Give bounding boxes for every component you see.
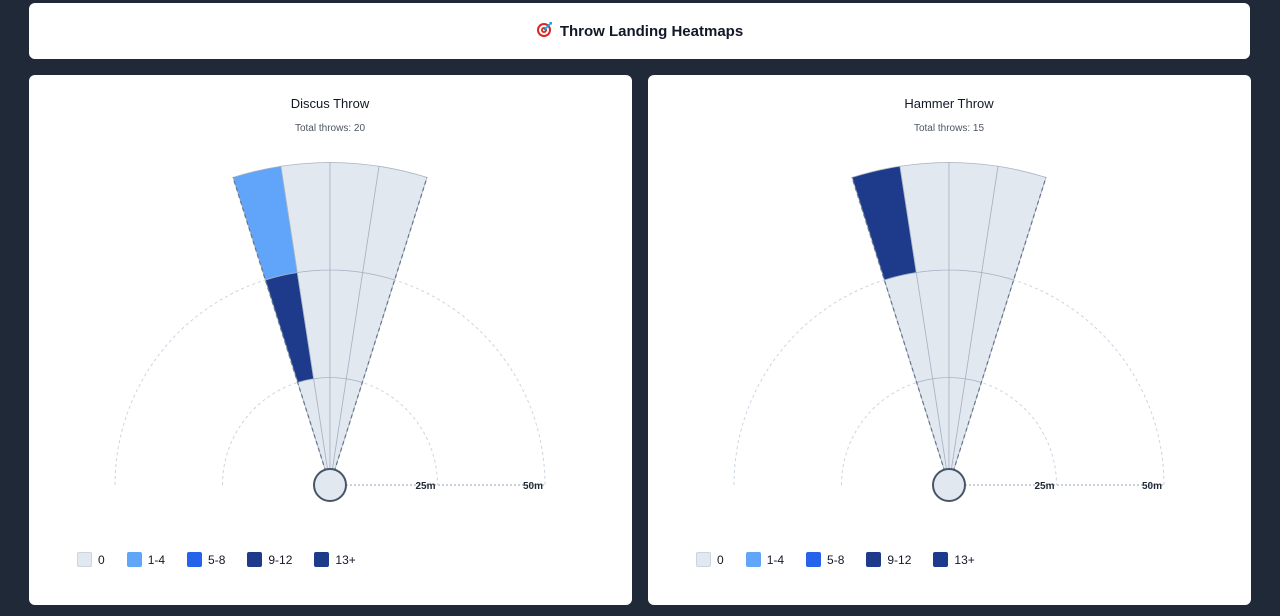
discus-legend-swatch: [187, 552, 203, 567]
hammer-panel: Hammer Throw Total throws: 15 25m 50m 0 1-4 5…: [648, 75, 1251, 605]
discus-legend-swatch: [314, 552, 330, 567]
hammer-legend: 0 1-4 5-8 9-12 13+: [696, 552, 997, 567]
hammer-distance-label: 50m: [1142, 481, 1162, 492]
header-bar: Throw Landing Heatmaps: [29, 3, 1250, 59]
discus-legend: 0 1-4 5-8 9-12 13+: [77, 552, 378, 567]
discus-sector-edge: [232, 177, 331, 486]
discus-legend-item: 1-4: [126, 552, 166, 567]
discus-distance-label: 25m: [415, 481, 435, 492]
discus-chart-title: Discus Throw: [291, 96, 370, 111]
hammer-chart-subtitle: Total throws: 15: [914, 123, 984, 134]
hammer-heatmap-cell[interactable]: [981, 165, 1047, 281]
discus-legend-label: 5-8: [208, 552, 226, 567]
hammer-legend-label: 5-8: [827, 552, 845, 567]
page-title: Throw Landing Heatmaps: [559, 22, 744, 40]
hammer-sector-edge: [851, 177, 950, 486]
hammer-distance-label: 25m: [1034, 481, 1054, 492]
discus-legend-item: 13+: [314, 552, 356, 567]
discus-throwing-circle: [313, 468, 347, 502]
discus-sector-edge: [329, 177, 428, 486]
hammer-legend-swatch: [806, 552, 822, 567]
hammer-legend-swatch: [866, 552, 882, 567]
hammer-heatmap: Hammer Throw Total throws: 15 25m 50m: [733, 96, 1165, 502]
discus-legend-label: 9-12: [268, 552, 293, 567]
hammer-legend-item: 5-8: [806, 552, 844, 567]
dart-target-icon: [536, 20, 554, 43]
discus-legend-item: 5-8: [187, 552, 225, 567]
discus-panel: Discus Throw Total throws: 20 25m 50m 0 1-4 5…: [29, 75, 632, 605]
discus-legend-label: 13+: [335, 552, 356, 567]
hammer-throwing-circle: [932, 468, 966, 502]
hammer-legend-item: 13+: [933, 552, 975, 567]
discus-legend-swatch: [126, 552, 142, 567]
hammer-legend-item: 9-12: [866, 552, 911, 567]
hammer-chart-title: Hammer Throw: [904, 96, 994, 111]
discus-distance-label: 50m: [523, 481, 543, 492]
discus-legend-swatch: [77, 552, 92, 567]
discus-legend-label: 1-4: [147, 552, 166, 567]
hammer-legend-swatch: [696, 552, 711, 567]
hammer-legend-label: 13+: [954, 552, 975, 567]
hammer-sector-edge: [948, 177, 1047, 486]
discus-legend-item: 9-12: [247, 552, 292, 567]
discus-legend-item: 0: [77, 552, 105, 567]
discus-legend-swatch: [247, 552, 263, 567]
discus-chart-subtitle: Total throws: 20: [295, 123, 365, 134]
hammer-legend-swatch: [933, 552, 949, 567]
hammer-legend-item: 1-4: [745, 552, 785, 567]
discus-legend-label: 0: [98, 552, 105, 567]
hammer-legend-label: 1-4: [766, 552, 785, 567]
hammer-legend-label: 9-12: [887, 552, 912, 567]
hammer-legend-swatch: [745, 552, 761, 567]
hammer-legend-label: 0: [717, 552, 724, 567]
discus-heatmap-cell[interactable]: [362, 165, 428, 281]
discus-heatmap: Discus Throw Total throws: 20 25m 50m: [114, 96, 546, 502]
hammer-legend-item: 0: [696, 552, 724, 567]
